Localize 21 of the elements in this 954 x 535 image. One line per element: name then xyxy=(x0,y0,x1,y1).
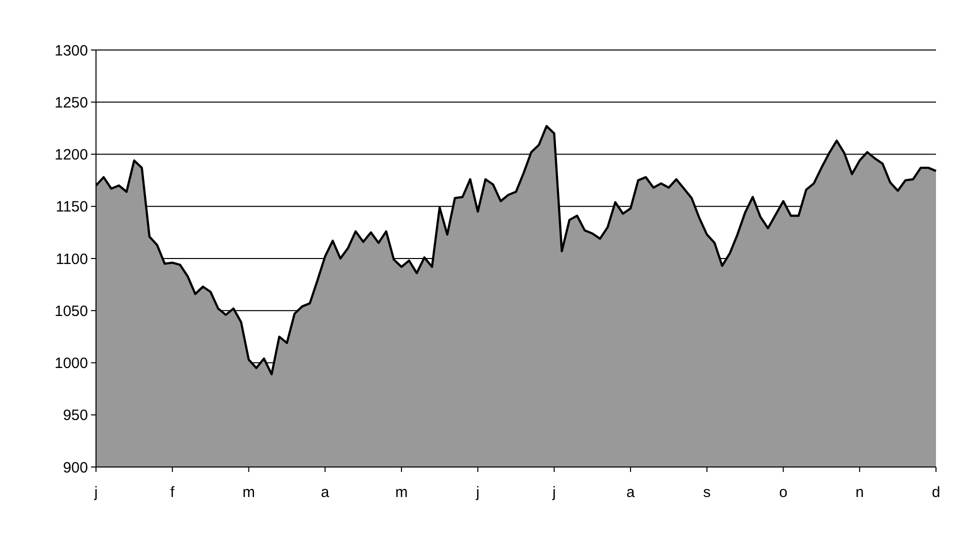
x-tick-label: n xyxy=(855,484,864,501)
y-tick-label: 1100 xyxy=(56,250,88,268)
y-tick-label: 1000 xyxy=(54,355,88,372)
y-tick-label: 1050 xyxy=(54,302,88,320)
x-tick-label: m xyxy=(395,484,408,501)
y-tick-label: 900 xyxy=(62,459,88,476)
y-tick-label: 1250 xyxy=(54,94,88,112)
y-tick-label: 1300 xyxy=(54,42,88,60)
x-tick-label: o xyxy=(779,484,788,501)
x-tick-label: a xyxy=(626,484,636,501)
y-tick-label: 1150 xyxy=(56,198,88,216)
y-tick-label: 950 xyxy=(62,407,88,424)
x-tick-label: s xyxy=(703,484,711,501)
x-tick-label: m xyxy=(242,484,255,501)
x-tick-label: f xyxy=(170,484,176,501)
x-tick-label: j xyxy=(93,484,98,501)
x-tick-label: j xyxy=(475,484,480,501)
x-tick-label: d xyxy=(932,484,940,501)
x-tick-label: a xyxy=(320,484,330,501)
y-tick-label: 1200 xyxy=(54,146,88,164)
x-tick-label: j xyxy=(552,484,556,501)
